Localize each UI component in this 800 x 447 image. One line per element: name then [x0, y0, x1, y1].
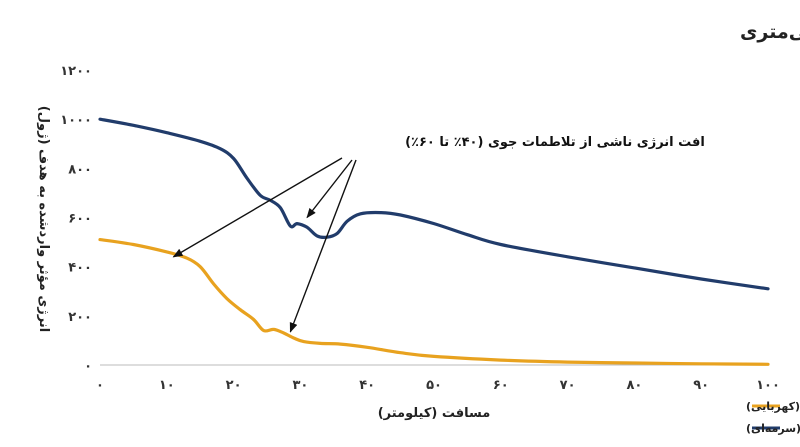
y-tick-label: ۰	[84, 359, 92, 374]
x-tick-label: ۱۰	[159, 378, 175, 393]
y-tick-label: ۶۰۰	[68, 212, 92, 227]
x-axis-ticks: ۰ ۱۰ ۲۰ ۳۰ ۴۰ ۵۰ ۶۰ ۷۰ ۸۰ ۹۰ ۱۰۰	[96, 378, 780, 393]
series-line-30cm	[98, 238, 770, 366]
annotation-arrow	[289, 159, 357, 333]
legend-label-60cm: دهانه ۶۰ سانتی‌متری (سرمه‌ای)	[746, 422, 800, 435]
x-tick-label: ۵۰	[426, 378, 442, 393]
y-axis-label: انرژی مؤثر واردشده به هدف (ژول)	[36, 106, 51, 332]
x-tick-label: ۸۰	[626, 378, 642, 393]
x-tick-label: ۷۰	[560, 378, 576, 393]
x-tick-label: ۱۰۰	[756, 378, 780, 393]
annotation-arrow	[172, 157, 343, 258]
x-tick-label: ۳۰	[292, 378, 308, 393]
legend: دهانه ۳۰ سانتی‌متری (کهربایی) دهانه ۶۰ س…	[746, 400, 800, 435]
y-tick-label: ۲۰۰	[68, 310, 92, 325]
legend-label-30cm: دهانه ۳۰ سانتی‌متری (کهربایی)	[746, 400, 800, 413]
series-line-60cm	[98, 117, 770, 291]
x-axis-label: مسافت (کیلومتر)	[378, 406, 491, 421]
x-tick-label: ۶۰	[493, 378, 509, 393]
x-tick-label: ۰	[96, 378, 104, 393]
x-tick-label: ۲۰	[226, 378, 242, 393]
annotation-label: افت انرژی ناشی از تلاطمات جوی (۴۰٪ تا ۶۰…	[405, 135, 705, 150]
series-lines	[98, 117, 770, 366]
x-tick-label: ۹۰	[693, 378, 709, 393]
y-tick-label: ۱۰۰۰	[60, 113, 92, 128]
y-tick-label: ۴۰۰	[68, 261, 92, 276]
annotation-arrow	[306, 159, 353, 219]
y-axis-ticks: ۰ ۲۰۰ ۴۰۰ ۶۰۰ ۸۰۰ ۱۰۰۰ ۱۲۰۰	[60, 64, 92, 374]
chart-title: مقایسه انرژی مؤثر واردشده به هدف در طول …	[740, 21, 800, 43]
x-tick-label: ۴۰	[359, 378, 375, 393]
y-tick-label: ۸۰۰	[68, 162, 92, 177]
annotation-arrows	[172, 157, 357, 333]
y-tick-label: ۱۲۰۰	[60, 64, 92, 79]
